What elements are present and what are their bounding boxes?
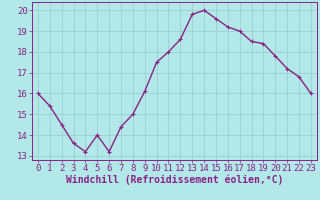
- X-axis label: Windchill (Refroidissement éolien,°C): Windchill (Refroidissement éolien,°C): [66, 175, 283, 185]
